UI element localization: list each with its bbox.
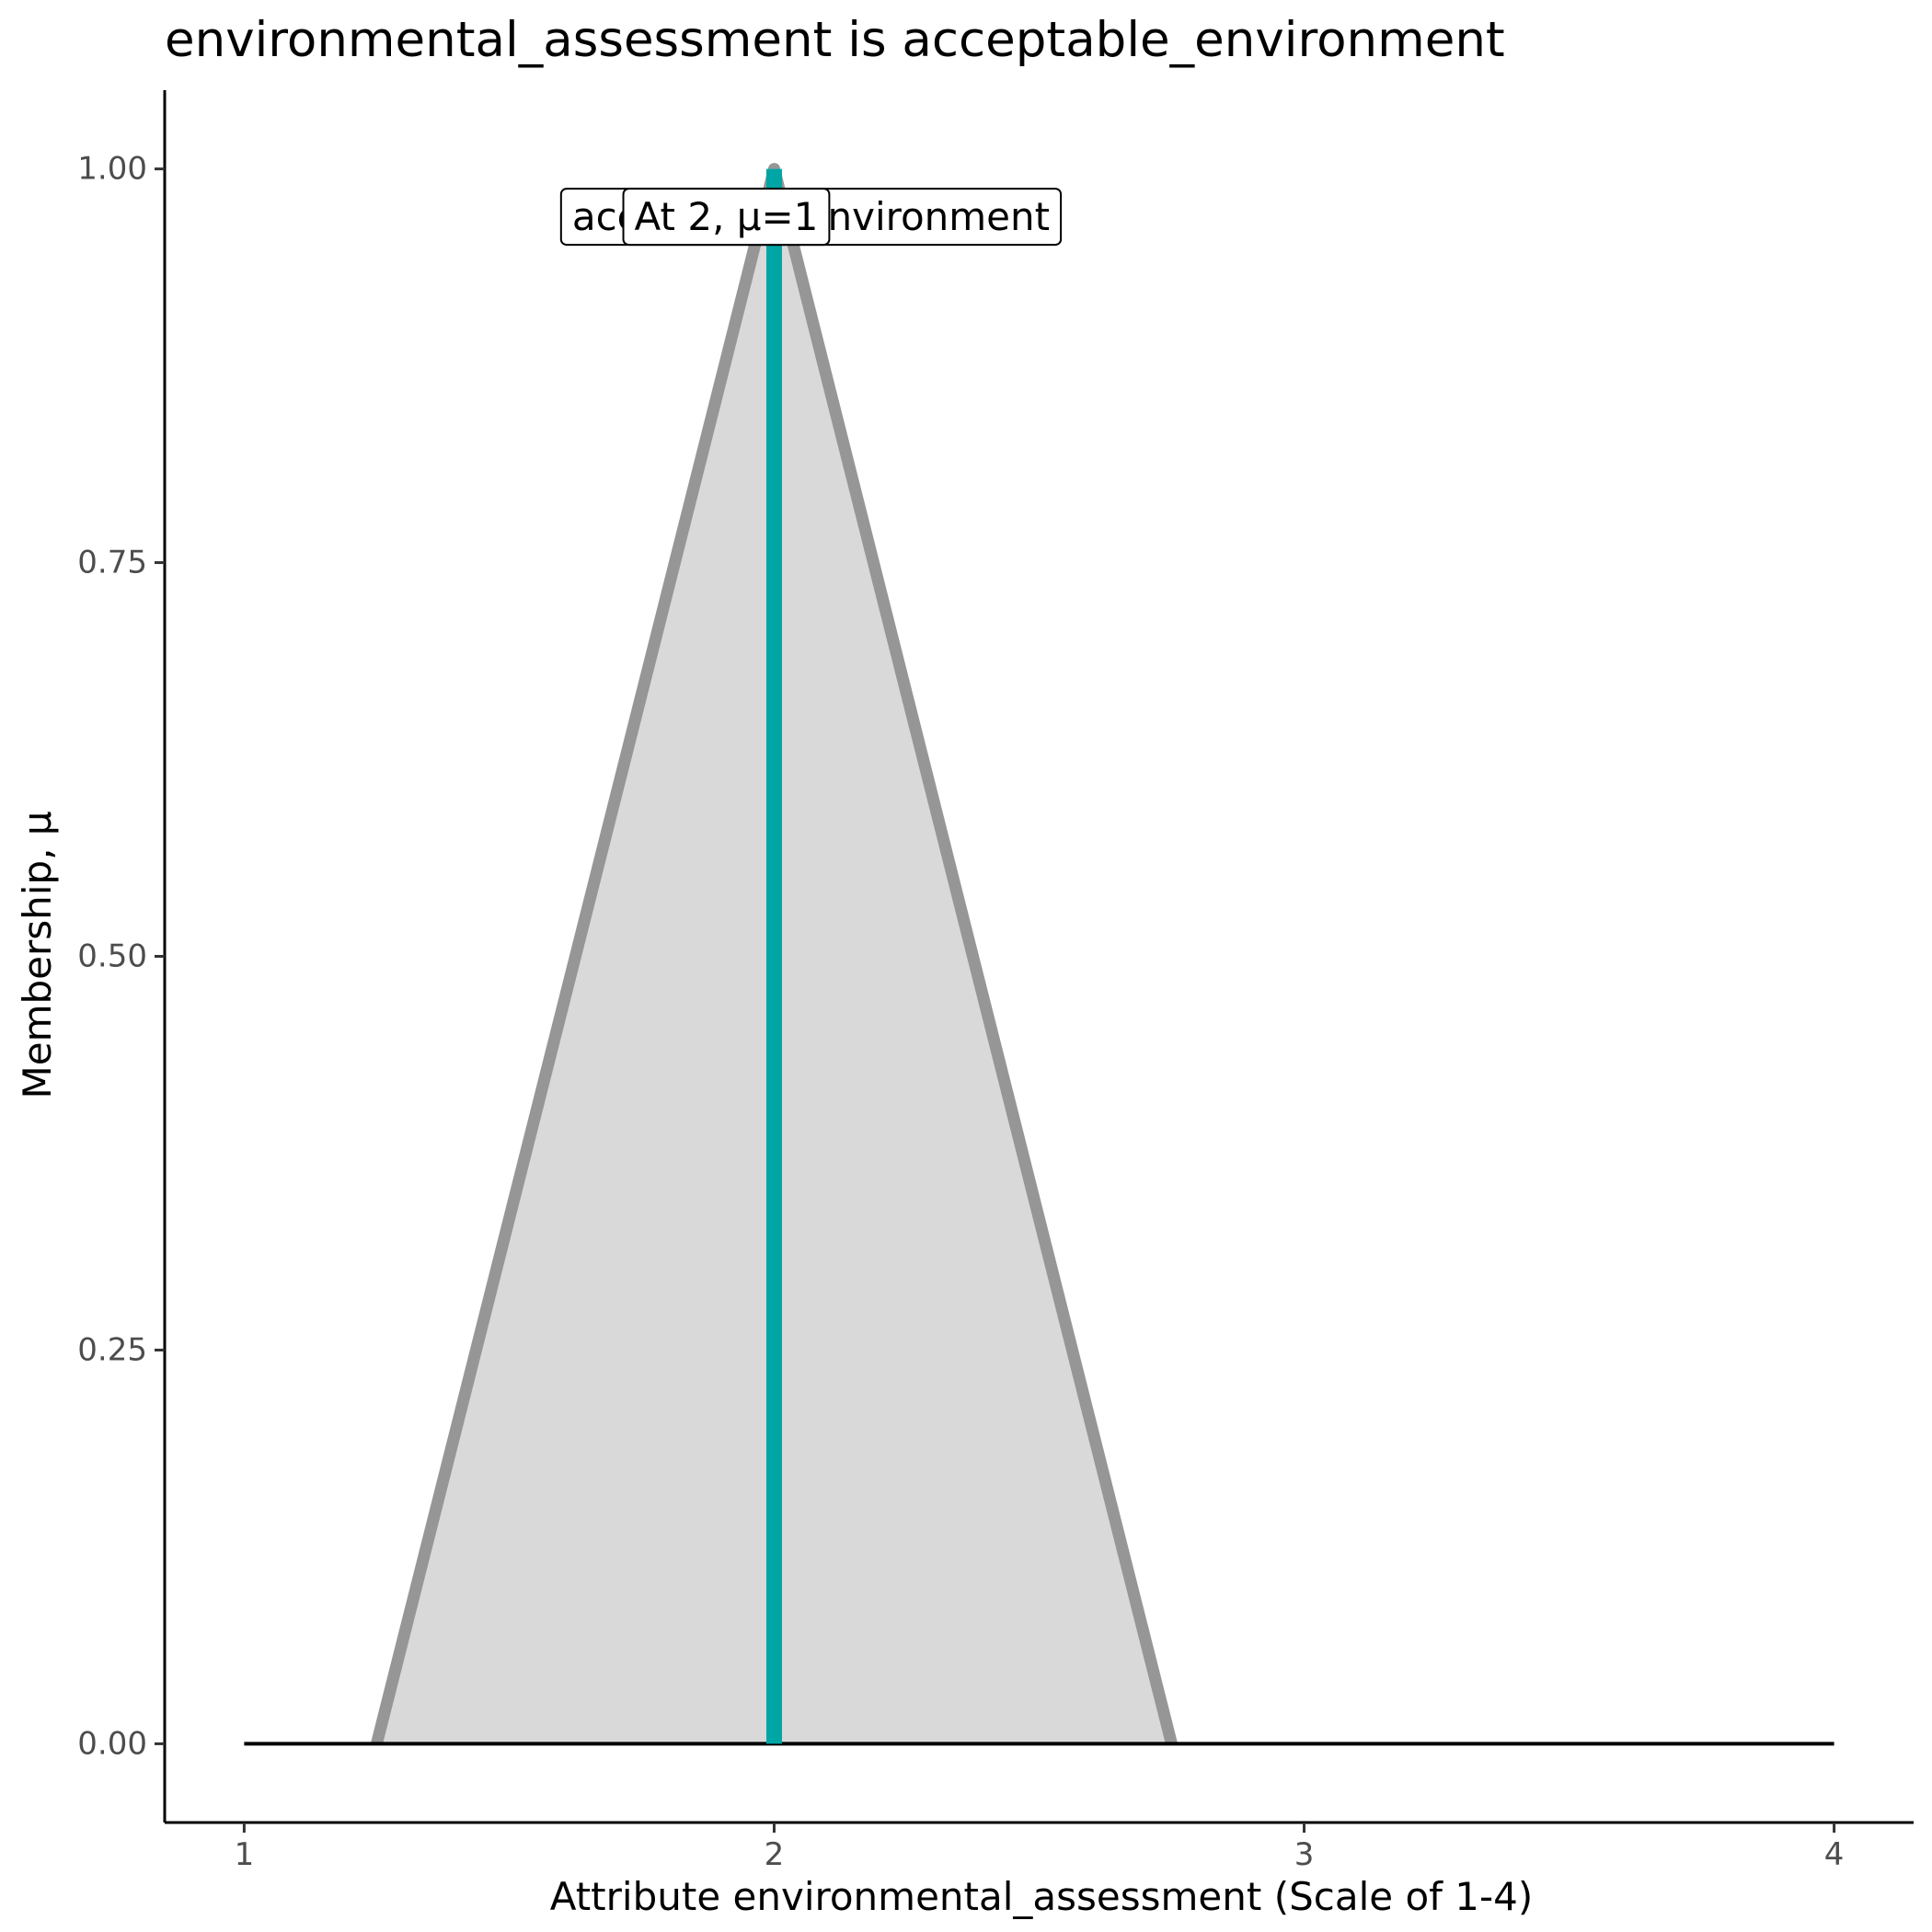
chart-title: environmental_assessment is acceptable_e… [165, 12, 1505, 68]
x-tick-label: 2 [765, 1836, 785, 1873]
x-tick-label: 3 [1294, 1836, 1315, 1873]
y-axis-ticks: 0.00 0.25 0.50 0.75 1.00 [77, 151, 165, 1762]
y-tick-label: 0.50 [77, 938, 147, 975]
x-tick-label: 4 [1824, 1836, 1845, 1873]
x-tick-label: 1 [235, 1836, 255, 1873]
y-tick-label: 0.25 [77, 1331, 147, 1368]
evaluation-label-box [622, 188, 831, 247]
evaluation-label-text: At 2, μ=1 [635, 194, 819, 239]
y-tick-label: 0.75 [77, 545, 147, 581]
evaluation-label: At 2, μ=1 [622, 188, 831, 247]
y-tick-label: 0.00 [77, 1725, 147, 1762]
x-axis-ticks: 1 2 3 4 [235, 1823, 1845, 1873]
y-tick-label: 1.00 [77, 151, 147, 188]
y-axis-title: Membership, μ [15, 811, 60, 1098]
x-axis-title: Attribute environmental_assessment (Scal… [550, 1874, 1534, 1919]
